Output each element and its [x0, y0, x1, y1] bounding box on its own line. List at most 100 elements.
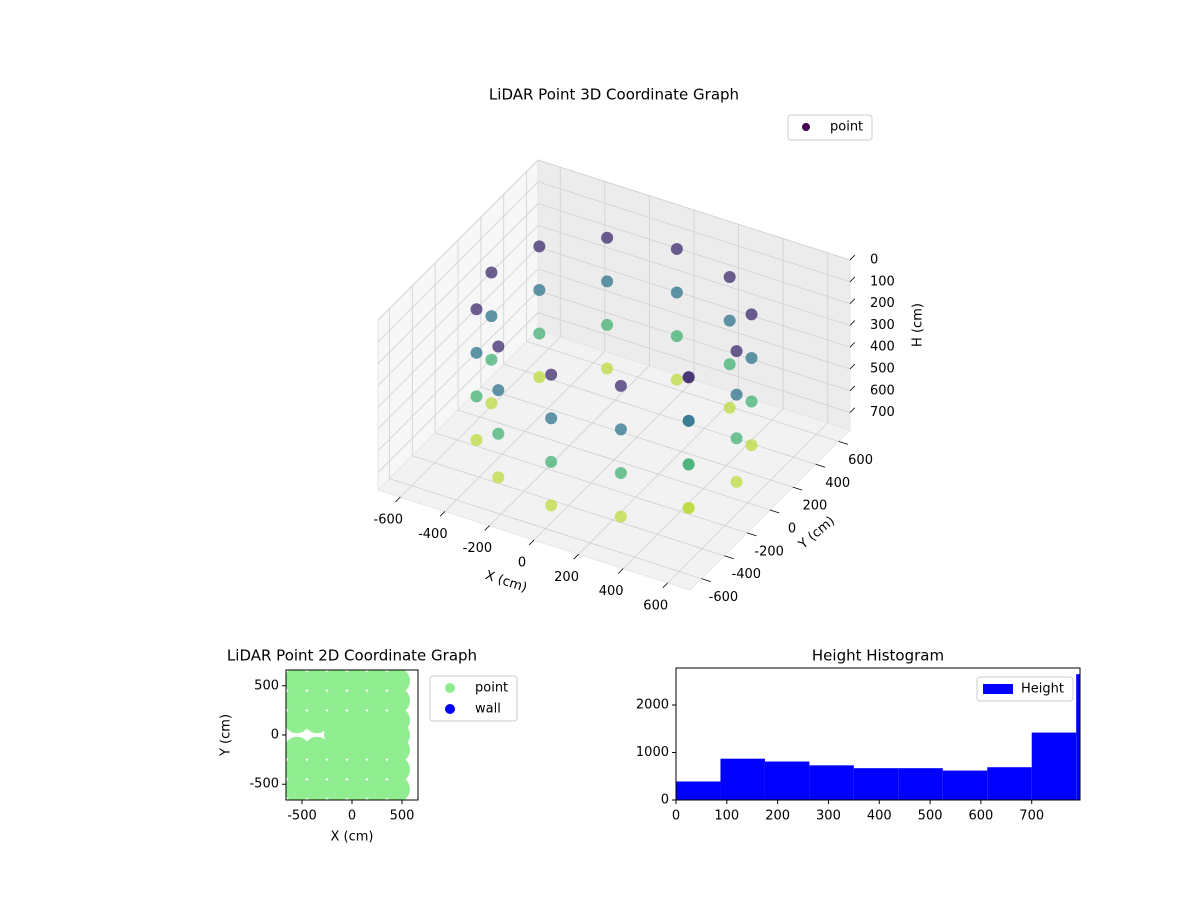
point — [492, 471, 505, 484]
bar — [809, 765, 854, 800]
point — [533, 371, 546, 384]
legend-label: Height — [1021, 682, 1064, 697]
point — [545, 368, 558, 381]
grid-line — [377, 159, 539, 321]
y-tick-label: -200 — [754, 544, 784, 559]
x-tick-label: 200 — [765, 809, 790, 824]
x-axis-label: X (cm) — [331, 830, 374, 845]
point — [730, 475, 743, 488]
x-tick-label: -400 — [418, 527, 448, 542]
x-tick-label: 500 — [918, 809, 943, 824]
grid-line — [480, 386, 793, 488]
legend-label: wall — [475, 702, 501, 717]
legend-label: point — [475, 681, 508, 696]
point — [344, 687, 370, 714]
z-tick — [849, 254, 856, 261]
y-tick-label: -600 — [709, 590, 739, 605]
point — [601, 231, 614, 244]
point — [384, 756, 410, 783]
point — [364, 670, 390, 694]
y-tick-label: 2000 — [636, 698, 669, 713]
x-tick-label: 200 — [554, 570, 579, 585]
x-tick-label: 400 — [867, 809, 892, 824]
point — [364, 776, 390, 800]
point — [745, 439, 758, 452]
grid-line — [537, 290, 851, 392]
point — [344, 722, 370, 748]
bar — [942, 770, 988, 800]
z-tick — [849, 320, 856, 326]
point — [485, 310, 498, 323]
x-tick-label: 0 — [348, 809, 356, 824]
point — [364, 756, 390, 783]
chart-title: LiDAR Point 3D Coordinate Graph — [489, 86, 739, 104]
x-tick — [618, 568, 624, 574]
point — [286, 756, 310, 783]
point — [723, 271, 736, 284]
point — [614, 467, 627, 480]
y-tick — [701, 578, 711, 582]
point — [324, 687, 350, 714]
bar — [764, 761, 810, 800]
grid-line — [526, 341, 839, 442]
point — [304, 736, 330, 763]
x-tick-label: 400 — [599, 584, 624, 599]
point — [304, 687, 330, 714]
x-tick — [573, 554, 579, 560]
x-tick-label: 600 — [643, 598, 668, 613]
point — [384, 722, 410, 748]
grid-line — [377, 181, 539, 343]
x-tick-label: 600 — [968, 809, 993, 824]
point — [723, 401, 736, 414]
point — [492, 427, 505, 440]
z-tick — [849, 363, 856, 370]
z-tick — [849, 385, 856, 392]
y-tick-label: 0 — [661, 793, 669, 808]
point — [304, 756, 330, 783]
point — [723, 314, 736, 327]
y-tick-label: -400 — [732, 567, 762, 582]
x-tick — [528, 539, 535, 546]
grid-line — [377, 268, 539, 430]
x-tick — [439, 511, 446, 517]
point — [545, 455, 558, 468]
grid-line — [389, 478, 702, 579]
grid-line — [537, 246, 851, 348]
y-tick — [815, 463, 826, 468]
z-tick-label: 600 — [870, 383, 895, 398]
point — [682, 371, 695, 384]
point — [470, 346, 483, 359]
point — [344, 776, 370, 800]
point — [286, 687, 310, 714]
point — [384, 670, 410, 694]
point — [364, 722, 390, 748]
x-axis-label: X (cm) — [483, 568, 529, 596]
y-tick — [769, 509, 780, 514]
point — [286, 707, 310, 734]
x-tick — [484, 525, 490, 531]
point — [485, 266, 498, 279]
x-tick-label: 700 — [1019, 809, 1044, 824]
legend-marker — [802, 123, 810, 131]
point — [324, 756, 350, 783]
bar — [898, 768, 943, 800]
grid-line — [377, 246, 539, 408]
x-tick-label: 100 — [714, 809, 739, 824]
grid-line — [377, 312, 539, 473]
grid-line — [537, 181, 851, 283]
grid-line — [412, 455, 725, 557]
grid-line — [537, 203, 851, 304]
point — [286, 670, 310, 694]
bar — [853, 768, 899, 800]
point — [723, 358, 736, 371]
point — [533, 327, 546, 340]
point — [384, 687, 410, 714]
y-tick-label: -500 — [249, 777, 279, 792]
point — [670, 286, 683, 299]
point — [730, 345, 743, 358]
x-tick-label: 0 — [518, 556, 526, 571]
point — [470, 433, 483, 446]
y-tick-label: 0 — [788, 522, 796, 537]
axes-frame — [675, 667, 1081, 801]
point — [304, 670, 330, 694]
